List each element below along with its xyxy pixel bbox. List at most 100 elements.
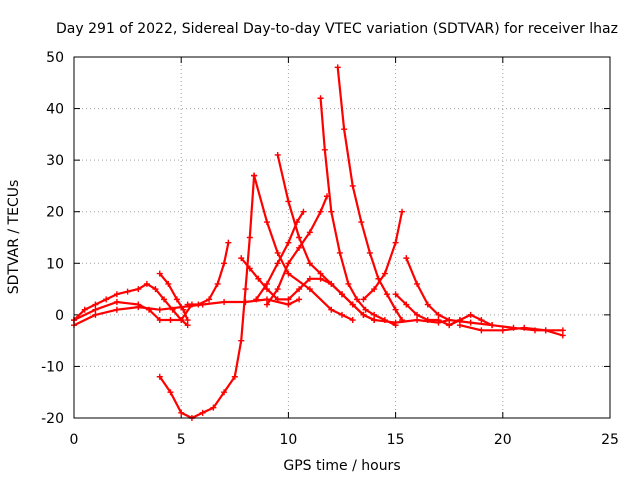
- data-point: [354, 296, 361, 303]
- data-point: [214, 280, 221, 287]
- data-point: [381, 270, 388, 277]
- series-line: [276, 153, 376, 322]
- data-point: [156, 373, 163, 380]
- data-point: [403, 301, 410, 308]
- tick-labels: 0 5 10 15 20 25 -20 -10 0 10 20 30 40 50: [41, 50, 619, 448]
- data-point: [285, 270, 292, 277]
- data-point: [321, 146, 328, 153]
- series-arc-16: [403, 255, 453, 324]
- data-point: [317, 95, 324, 102]
- data-point: [446, 317, 453, 324]
- x-tick-label: 5: [177, 432, 186, 448]
- data-point: [180, 306, 187, 313]
- data-point: [285, 301, 292, 308]
- y-tick-label: 0: [55, 308, 64, 324]
- data-point: [231, 373, 238, 380]
- chart-title: Day 291 of 2022, Sidereal Day-to-day VTE…: [56, 21, 618, 37]
- data-point: [285, 260, 292, 267]
- data-point: [135, 286, 142, 293]
- data-point: [384, 291, 391, 298]
- data-point: [184, 317, 191, 324]
- series-arc-11: [263, 193, 330, 308]
- data-point: [328, 306, 335, 313]
- series-line: [158, 174, 256, 420]
- series-line: [255, 210, 305, 301]
- data-point: [103, 296, 110, 303]
- data-point: [124, 288, 131, 295]
- data-point: [285, 296, 292, 303]
- data-point: [435, 311, 442, 318]
- data-point: [424, 301, 431, 308]
- data-point: [173, 296, 180, 303]
- data-point: [296, 244, 303, 251]
- data-point: [274, 260, 281, 267]
- data-point: [358, 219, 365, 226]
- series-arc-9: [253, 208, 307, 303]
- data-point: [161, 296, 168, 303]
- data-point: [478, 327, 485, 334]
- data-point: [392, 291, 399, 298]
- data-point: [178, 409, 185, 416]
- data-point: [206, 296, 213, 303]
- data-point: [371, 286, 378, 293]
- data-point: [113, 291, 120, 298]
- data-point: [263, 219, 270, 226]
- data-point: [135, 301, 142, 308]
- data-point: [156, 306, 163, 313]
- y-tick-label: 50: [46, 50, 64, 66]
- data-point: [478, 317, 485, 324]
- data-point: [414, 311, 421, 318]
- data-point: [113, 306, 120, 313]
- data-point: [334, 64, 341, 71]
- data-point: [392, 239, 399, 246]
- series-arc-4: [184, 239, 232, 308]
- data-point: [366, 249, 373, 256]
- series-arc-1: [71, 280, 191, 329]
- data-point: [263, 296, 270, 303]
- data-point: [467, 319, 474, 326]
- data-point: [178, 317, 185, 324]
- data-point: [225, 239, 232, 246]
- data-point: [371, 317, 378, 324]
- data-point: [210, 404, 217, 411]
- data-point: [414, 317, 421, 324]
- data-point: [399, 208, 406, 215]
- data-point: [274, 151, 281, 158]
- series-arc-7: [251, 172, 356, 324]
- y-tick-label: -10: [41, 359, 64, 375]
- data-point: [184, 301, 191, 308]
- data-point: [392, 319, 399, 326]
- series-line: [319, 97, 397, 327]
- data-point: [238, 337, 245, 344]
- y-tick-label: -20: [41, 411, 64, 427]
- data-point: [296, 234, 303, 241]
- data-point: [317, 208, 324, 215]
- data-point: [221, 260, 228, 267]
- data-point: [349, 301, 356, 308]
- data-point: [255, 275, 262, 282]
- data-point: [274, 249, 281, 256]
- data-point: [360, 296, 367, 303]
- x-tick-label: 25: [601, 432, 619, 448]
- y-tick-label: 30: [46, 153, 64, 169]
- data-point: [300, 208, 307, 215]
- data-point: [221, 389, 228, 396]
- data-point: [345, 280, 352, 287]
- data-point: [184, 322, 191, 329]
- data-point: [414, 280, 421, 287]
- data-point: [263, 301, 270, 308]
- series-line: [186, 241, 230, 306]
- data-point: [360, 311, 367, 318]
- data-point: [143, 280, 150, 287]
- data-point: [456, 322, 463, 329]
- data-point: [167, 317, 174, 324]
- x-axis-label: GPS time / hours: [283, 458, 400, 474]
- data-point: [362, 306, 369, 313]
- data-point: [306, 229, 313, 236]
- data-point: [499, 327, 506, 334]
- data-point: [328, 208, 335, 215]
- data-point: [92, 311, 99, 318]
- data-point: [336, 249, 343, 256]
- data-point: [349, 182, 356, 189]
